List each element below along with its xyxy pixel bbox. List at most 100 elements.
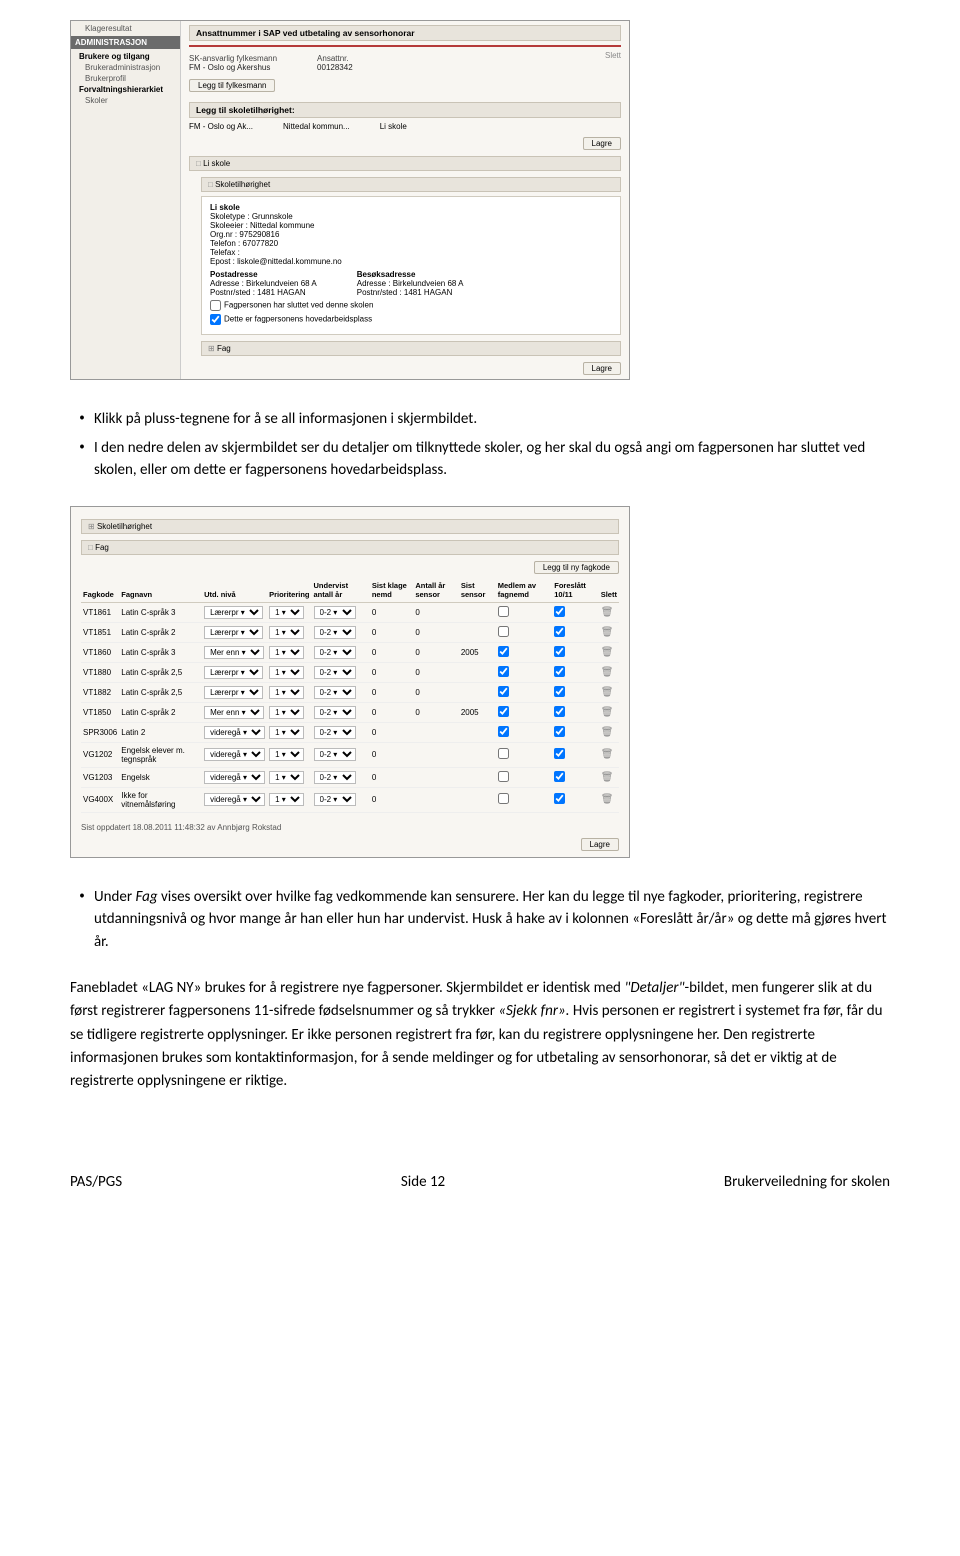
table-row: VT1851Latin C-språk 2Lærerpr ▾1 ▾0-2 ▾00… bbox=[81, 622, 619, 642]
select-utdniva[interactable]: videregå ▾ bbox=[204, 748, 265, 761]
th-medlem: Medlem av fagnemd bbox=[496, 578, 553, 603]
select-utdniva[interactable]: Lærerpr ▾ bbox=[204, 606, 263, 619]
checkbox-foreslatt[interactable] bbox=[554, 748, 565, 759]
select-prioritering[interactable]: 1 ▾ bbox=[269, 706, 304, 719]
lagre-button-3[interactable]: Lagre bbox=[581, 838, 619, 851]
checkbox-foreslatt[interactable] bbox=[554, 726, 565, 737]
select-utdniva[interactable]: videregå ▾ bbox=[204, 793, 265, 806]
lagre-button-2[interactable]: Lagre bbox=[583, 362, 621, 375]
cell-klagenemd: 0 bbox=[370, 767, 414, 787]
checkbox-medlem[interactable] bbox=[498, 793, 509, 804]
section-fag-collapsed[interactable]: Fag bbox=[201, 341, 621, 356]
delete-icon[interactable]: 🗑 bbox=[601, 627, 614, 638]
checkbox-foreslatt[interactable] bbox=[554, 626, 565, 637]
label-sk-ansvarlig: SK-ansvarlig fylkesmann bbox=[189, 54, 277, 63]
menu-brukeradmin[interactable]: Brukeradministrasjon bbox=[75, 62, 176, 73]
bullet-2-text: I den nedre delen av skjermbildet ser du… bbox=[94, 437, 890, 482]
checkbox-medlem[interactable] bbox=[498, 771, 509, 782]
slett-link[interactable]: Slett bbox=[605, 51, 621, 75]
select-prioritering[interactable]: 1 ▾ bbox=[269, 793, 304, 806]
delete-icon[interactable]: 🗑 bbox=[601, 647, 614, 658]
select-undervist[interactable]: 0-2 ▾ bbox=[314, 771, 356, 784]
cell-sist-sensor bbox=[459, 767, 496, 787]
screenshot-2: Skoletilhørighet Fag Legg til ny fagkode… bbox=[70, 506, 630, 858]
select-undervist[interactable]: 0-2 ▾ bbox=[314, 793, 356, 806]
select-utdniva[interactable]: videregå ▾ bbox=[204, 771, 265, 784]
select-prioritering[interactable]: 1 ▾ bbox=[269, 686, 304, 699]
checkbox-medlem[interactable] bbox=[498, 646, 509, 657]
select-utdniva[interactable]: Lærerpr ▾ bbox=[204, 626, 263, 639]
select-undervist[interactable]: 0-2 ▾ bbox=[314, 666, 356, 679]
checkbox-foreslatt[interactable] bbox=[554, 771, 565, 782]
select-prioritering[interactable]: 1 ▾ bbox=[269, 748, 304, 761]
section-li-skole[interactable]: Li skole bbox=[189, 156, 621, 171]
select-utdniva[interactable]: videregå ▾ bbox=[204, 726, 265, 739]
select-utdniva[interactable]: Mer enn ▾ bbox=[204, 706, 264, 719]
delete-icon[interactable]: 🗑 bbox=[601, 727, 614, 738]
cell-sist-sensor: 2005 bbox=[459, 642, 496, 662]
select-undervist[interactable]: 0-2 ▾ bbox=[314, 606, 356, 619]
checkbox-hovedarbeidsplass[interactable] bbox=[210, 314, 221, 325]
delete-icon[interactable]: 🗑 bbox=[601, 687, 614, 698]
select-prioritering[interactable]: 1 ▾ bbox=[269, 771, 304, 784]
menu-forvaltning[interactable]: Forvaltningshierarkiet bbox=[75, 84, 176, 95]
select-undervist[interactable]: 0-2 ▾ bbox=[314, 726, 356, 739]
select-undervist[interactable]: 0-2 ▾ bbox=[314, 686, 356, 699]
delete-icon[interactable]: 🗑 bbox=[601, 707, 614, 718]
delete-icon[interactable]: 🗑 bbox=[601, 749, 614, 760]
checkbox-foreslatt[interactable] bbox=[554, 793, 565, 804]
red-divider bbox=[189, 45, 621, 47]
th-fagkode: Fagkode bbox=[81, 578, 119, 603]
cell-klagenemd: 0 bbox=[370, 682, 414, 702]
checkbox-foreslatt[interactable] bbox=[554, 706, 565, 717]
menu-brukerprofil[interactable]: Brukerprofil bbox=[75, 73, 176, 84]
th-klagenemd: Sist klage nemd bbox=[370, 578, 414, 603]
checkbox-sluttet[interactable] bbox=[210, 300, 221, 311]
cell-fagnavn: Ikke for vitnemålsføring bbox=[119, 787, 202, 812]
select-utdniva[interactable]: Lærerpr ▾ bbox=[204, 686, 263, 699]
checkbox-medlem[interactable] bbox=[498, 748, 509, 759]
select-prioritering[interactable]: 1 ▾ bbox=[269, 666, 304, 679]
checkbox-foreslatt[interactable] bbox=[554, 646, 565, 657]
menu-admin-header: ADMINISTRASJON bbox=[71, 36, 180, 49]
delete-icon[interactable]: 🗑 bbox=[601, 772, 614, 783]
checkbox-medlem[interactable] bbox=[498, 726, 509, 737]
cell-klagenemd: 0 bbox=[370, 702, 414, 722]
add-fylkesmann-button[interactable]: Legg til fylkesmann bbox=[189, 79, 275, 92]
lagre-button-1[interactable]: Lagre bbox=[583, 137, 621, 150]
delete-icon[interactable]: 🗑 bbox=[601, 607, 614, 618]
select-undervist[interactable]: 0-2 ▾ bbox=[314, 706, 356, 719]
checkbox-medlem[interactable] bbox=[498, 666, 509, 677]
select-utdniva[interactable]: Lærerpr ▾ bbox=[204, 666, 263, 679]
cell-antall-sensor: 0 bbox=[413, 602, 458, 622]
delete-icon[interactable]: 🗑 bbox=[601, 794, 614, 805]
checkbox-medlem[interactable] bbox=[498, 606, 509, 617]
cell-sist-sensor bbox=[459, 682, 496, 702]
section-skoletilhorighet-2[interactable]: Skoletilhørighet bbox=[81, 519, 619, 534]
section-fag-expanded[interactable]: Fag bbox=[81, 540, 619, 555]
menu-skoler[interactable]: Skoler bbox=[75, 95, 176, 106]
delete-icon[interactable]: 🗑 bbox=[601, 667, 614, 678]
checkbox-foreslatt[interactable] bbox=[554, 666, 565, 677]
select-prioritering[interactable]: 1 ▾ bbox=[269, 726, 304, 739]
footer-mid: Side 12 bbox=[401, 1173, 445, 1191]
panel-skoletilhorighet-title: Legg til skoletilhørighet: bbox=[189, 102, 621, 118]
select-prioritering[interactable]: 1 ▾ bbox=[269, 626, 304, 639]
cell-fagnavn: Latin C-språk 3 bbox=[119, 602, 202, 622]
cell-antall-sensor bbox=[413, 787, 458, 812]
menu-brukere-tilgang[interactable]: Brukere og tilgang bbox=[75, 51, 176, 62]
select-utdniva[interactable]: Mer enn ▾ bbox=[204, 646, 264, 659]
checkbox-medlem[interactable] bbox=[498, 626, 509, 637]
checkbox-medlem[interactable] bbox=[498, 686, 509, 697]
select-prioritering[interactable]: 1 ▾ bbox=[269, 646, 304, 659]
section-skoletilhorighet[interactable]: Skoletilhørighet bbox=[201, 177, 621, 192]
cell-fagnavn: Latin C-språk 3 bbox=[119, 642, 202, 662]
checkbox-medlem[interactable] bbox=[498, 706, 509, 717]
checkbox-foreslatt[interactable] bbox=[554, 606, 565, 617]
select-undervist[interactable]: 0-2 ▾ bbox=[314, 626, 356, 639]
checkbox-foreslatt[interactable] bbox=[554, 686, 565, 697]
select-undervist[interactable]: 0-2 ▾ bbox=[314, 748, 356, 761]
add-fagkode-button[interactable]: Legg til ny fagkode bbox=[534, 561, 619, 574]
select-prioritering[interactable]: 1 ▾ bbox=[269, 606, 304, 619]
select-undervist[interactable]: 0-2 ▾ bbox=[314, 646, 356, 659]
